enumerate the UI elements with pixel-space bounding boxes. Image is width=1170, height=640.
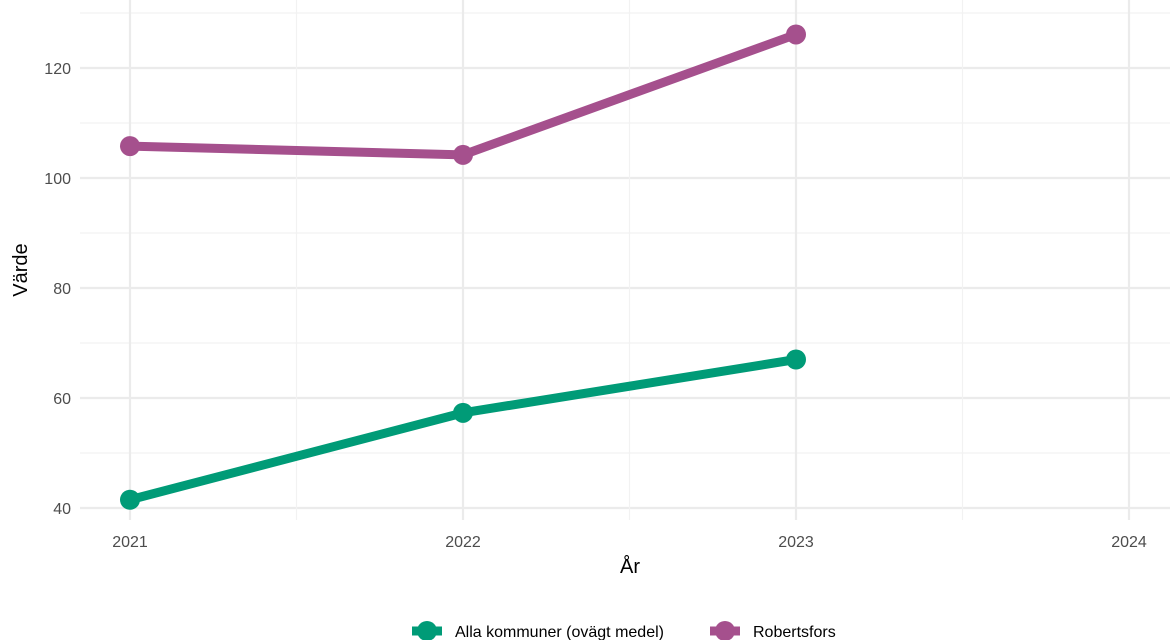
legend-key-point [417,621,437,640]
legend-item: Robertsfors [710,621,836,640]
data-point [786,24,806,45]
legend-label: Alla kommuner (ovägt medel) [455,624,664,640]
y-axis-ticks: 40 60 80 100 120 [44,61,71,518]
data-point [453,402,473,423]
legend-item: Alla kommuner (ovägt medel) [412,621,664,640]
legend-label: Robertsfors [753,624,836,640]
x-tick-label: 2023 [778,534,814,551]
y-axis-title: Värde [10,243,32,296]
series-layer [120,24,806,510]
y-tick-label: 40 [53,501,71,518]
x-axis-ticks: 2021 2022 2023 2024 [112,534,1147,551]
data-point [120,136,140,157]
series-1 [120,24,806,165]
x-tick-label: 2021 [112,534,148,551]
y-tick-label: 80 [53,281,71,298]
data-point [120,489,140,510]
data-point [453,144,473,165]
y-tick-label: 100 [44,171,71,188]
series-0 [120,349,806,510]
grid [80,0,1170,520]
x-tick-label: 2022 [445,534,481,551]
legend: Alla kommuner (ovägt medel) Robertsfors [412,621,836,640]
data-point [786,349,806,370]
x-tick-label: 2024 [1111,534,1147,551]
x-axis-title: År [620,555,640,578]
y-tick-label: 60 [53,391,71,408]
legend-key-point [715,621,735,640]
y-tick-label: 120 [44,61,71,78]
